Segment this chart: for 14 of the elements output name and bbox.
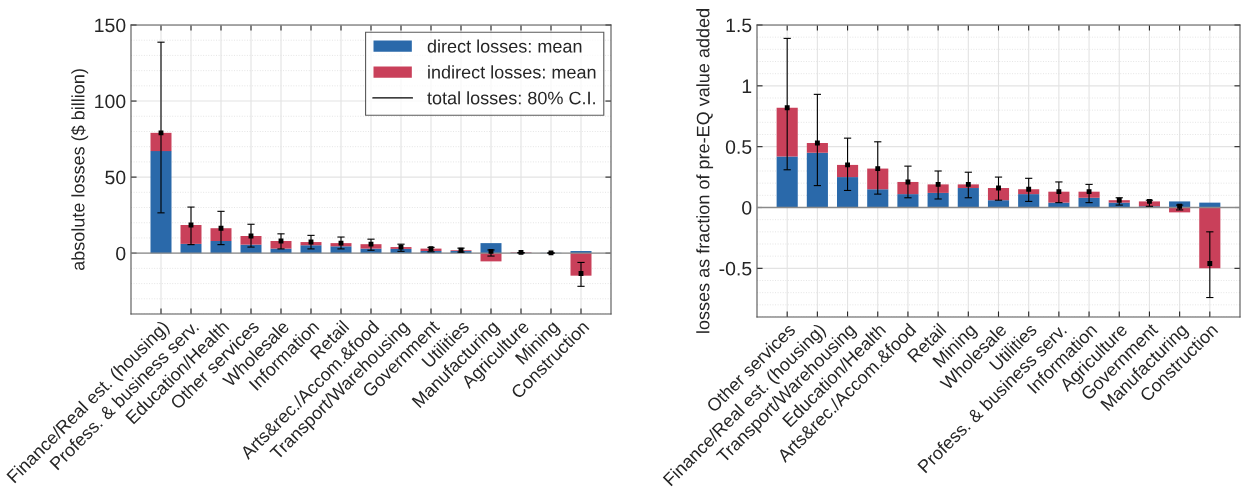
y-tick-label: -0.5: [719, 261, 752, 276]
y-tick-label: 0: [116, 246, 126, 261]
y-tick-label: 0: [742, 200, 752, 215]
legend-label: indirect losses: mean: [428, 65, 596, 79]
y-tick-label: 100: [95, 94, 126, 109]
y-tick-label: 1.5: [726, 18, 752, 33]
y-tick-label: 150: [95, 18, 126, 33]
y-tick-label: 50: [105, 170, 126, 185]
y-axis-title: losses as fraction of pre-EQ value added: [696, 9, 714, 333]
y-tick-label: 1: [742, 79, 752, 93]
legend-label: total losses: 80% C.I.: [427, 91, 595, 105]
legend-label: direct losses: mean: [427, 39, 582, 53]
y-tick-label: 0.5: [725, 140, 752, 154]
y-axis-title: absolute losses ($ billion): [71, 69, 89, 271]
